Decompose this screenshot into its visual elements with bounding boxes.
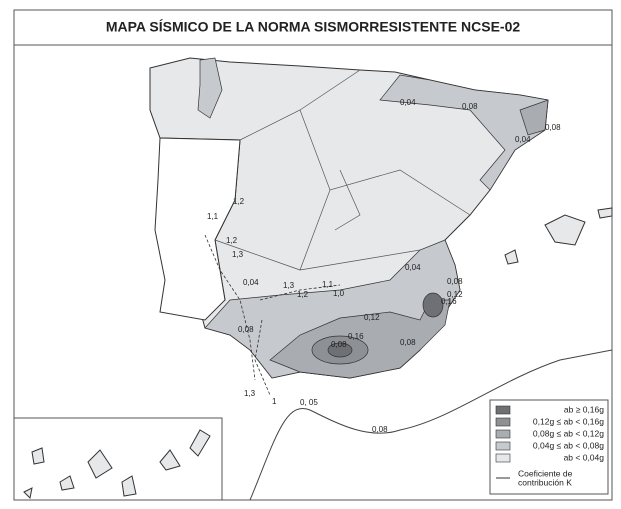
zone-granada-high (327, 342, 353, 358)
contour-label: 1,3 (244, 389, 256, 398)
canary-islands (23, 429, 211, 500)
contour-label: 1,2 (233, 197, 245, 206)
contour-label: 0,08 (238, 325, 254, 334)
contour-label: 0,16 (441, 297, 457, 306)
contour-label: 0,04 (243, 278, 259, 287)
k-lines (204, 234, 341, 396)
ibiza (504, 249, 519, 265)
mallorca (544, 214, 586, 246)
contour-label: 0,08 (447, 277, 463, 286)
canary-inset (13, 417, 223, 501)
contour-label: 0,08 (372, 425, 388, 434)
zone-girona (519, 99, 549, 136)
contour-label: 1,2 (226, 236, 238, 245)
contour-label: 0,08 (462, 102, 478, 111)
contour-label: 1,3 (283, 281, 295, 290)
region-borders (214, 69, 471, 271)
menorca (597, 207, 613, 219)
legend-swatch (495, 441, 511, 451)
title: MAPA SÍSMICO DE LA NORMA SISMORRESISTENT… (106, 19, 521, 35)
zone-pyrenees (379, 74, 549, 191)
contour-label: 1,3 (232, 250, 244, 259)
contour-label: 1,1 (207, 212, 219, 221)
contour-label: 0,08 (331, 340, 347, 349)
legend-label: Coeficiente de (518, 468, 573, 478)
contour-label: 1,2 (297, 290, 309, 299)
legend-label: 0,08g ≤ ab < 0,12g (533, 428, 604, 438)
contour-label: 0,04 (515, 135, 531, 144)
legend-label: ab ≥ 0,16g (564, 404, 604, 414)
contour-label: 0,12 (364, 313, 380, 322)
legend-label: ab < 0,04g (564, 452, 605, 462)
legend-label: contribución K (518, 477, 572, 487)
zone-betic (269, 299, 451, 379)
contour-label: 0,04 (405, 263, 421, 272)
contour-label: 0,08 (545, 123, 561, 132)
legend-label: 0,04g ≤ ab < 0,08g (533, 440, 604, 450)
contour-label: 1,0 (333, 289, 345, 298)
legend-swatch (495, 405, 511, 415)
portugal (154, 137, 241, 321)
contour-label: 0,12 (447, 290, 463, 299)
legend-swatch (495, 417, 511, 427)
africa-coast (249, 349, 613, 501)
zone-murcia-high (422, 292, 444, 318)
contour-label: 0,04 (400, 98, 416, 107)
contour-label: 1 (272, 397, 277, 406)
contour-label: 0, 05 (300, 398, 318, 407)
legend-swatch (495, 453, 511, 463)
legend-label: 0,12g ≤ ab < 0,16g (533, 416, 604, 426)
zone-galicia (197, 57, 223, 119)
legend-items: ab ≥ 0,16g 0,12g ≤ ab < 0,16g 0,08g ≤ ab <… (495, 404, 605, 487)
contour-label: 1,1 (322, 280, 334, 289)
legend-swatch (495, 429, 511, 439)
contour-labels: 0,04 0,080,040,081,11,21,21,30,04 1,3 1,11,… (207, 98, 561, 434)
contour-label: 0,08 (400, 338, 416, 347)
contour-label: 0,16 (348, 332, 364, 341)
